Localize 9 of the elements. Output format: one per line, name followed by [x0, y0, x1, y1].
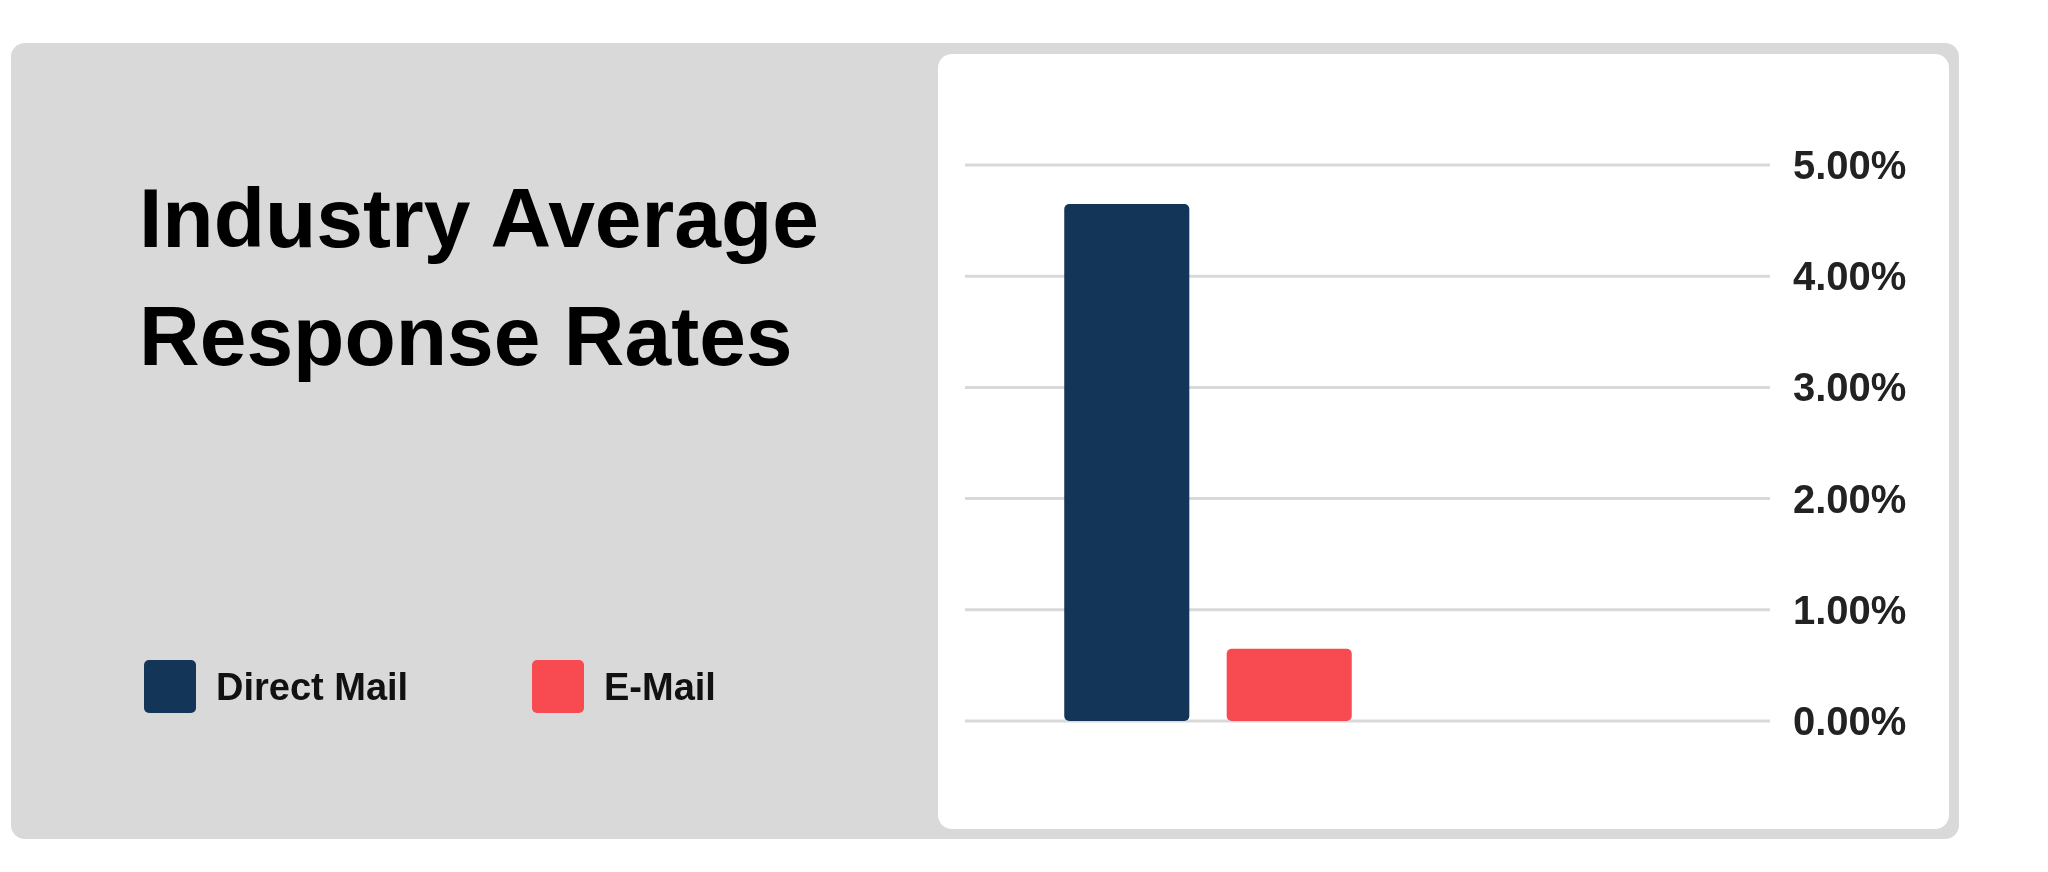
- text: Industry Average Response Rates: [139, 171, 819, 383]
- y-tick-label: 5.00%: [1793, 143, 1907, 187]
- y-tick-label: 0.00%: [1793, 699, 1907, 743]
- y-tick-label: 4.00%: [1793, 254, 1907, 299]
- y-tick-label: 1.00%: [1793, 587, 1907, 632]
- y-tick-label: 3.00%: [1793, 365, 1907, 410]
- legend-label: E-Mail: [604, 666, 716, 709]
- legend-label: Direct Mail: [216, 666, 409, 709]
- y-tick-label: 2.00%: [1793, 476, 1907, 521]
